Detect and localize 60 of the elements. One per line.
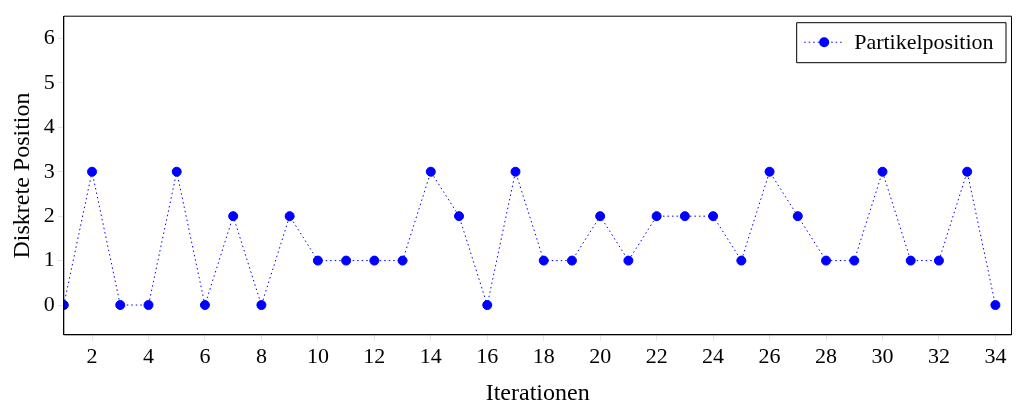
point: [228, 211, 239, 222]
x-tick-label: 10: [306, 342, 329, 368]
y-tick-label: 5: [43, 68, 55, 94]
x-tick-label: 32: [927, 342, 950, 368]
x-tick-label: 24: [702, 342, 725, 368]
point: [708, 211, 719, 222]
point: [962, 166, 973, 177]
x-tick-label: 2: [86, 342, 98, 368]
x-tick-label: 4: [142, 342, 154, 368]
point: [990, 300, 1001, 311]
point: [199, 300, 210, 311]
x-tick-label: 12: [363, 342, 386, 368]
point: [369, 255, 380, 266]
point: [595, 211, 606, 222]
point: [933, 255, 944, 266]
point: [143, 300, 154, 311]
point: [312, 255, 323, 266]
point: [651, 211, 662, 222]
x-tick-label: 16: [476, 342, 499, 368]
point: [115, 300, 126, 311]
y-tick-label: 2: [43, 201, 55, 227]
x-tick-label: 26: [758, 342, 781, 368]
point: [905, 255, 916, 266]
point: [284, 211, 295, 222]
x-tick-label: 28: [815, 342, 838, 368]
point: [397, 255, 408, 266]
y-tick-label: 4: [43, 113, 55, 139]
point: [482, 300, 493, 311]
x-tick-label: 30: [871, 342, 894, 368]
point: [171, 166, 182, 177]
x-tick-label: 6: [199, 342, 211, 368]
x-tick-label: 22: [645, 342, 668, 368]
legend-label: Partikelposition: [854, 28, 994, 54]
point: [623, 255, 634, 266]
point: [256, 300, 267, 311]
point: [510, 166, 521, 177]
y-tick-label: 0: [43, 290, 55, 316]
point: [454, 211, 465, 222]
x-tick-label: 34: [984, 342, 1007, 368]
point: [425, 166, 436, 177]
y-axis-title: Diskrete Position: [7, 92, 34, 259]
point: [877, 166, 888, 177]
point: [849, 255, 860, 266]
x-tick-label: 18: [532, 342, 555, 368]
point: [792, 211, 803, 222]
point: [764, 166, 775, 177]
point: [736, 255, 747, 266]
x-tick-label: 20: [589, 342, 612, 368]
y-tick-label: 3: [43, 157, 55, 183]
y-tick-label: 1: [43, 246, 55, 272]
x-tick-label: 14: [419, 342, 442, 368]
point: [821, 255, 832, 266]
point: [341, 255, 352, 266]
point: [679, 211, 690, 222]
point: [87, 166, 98, 177]
point: [538, 255, 549, 266]
point: [566, 255, 577, 266]
x-axis-title: Iterationen: [485, 378, 590, 405]
x-tick-label: 8: [255, 342, 267, 368]
y-tick-label: 6: [43, 24, 55, 50]
